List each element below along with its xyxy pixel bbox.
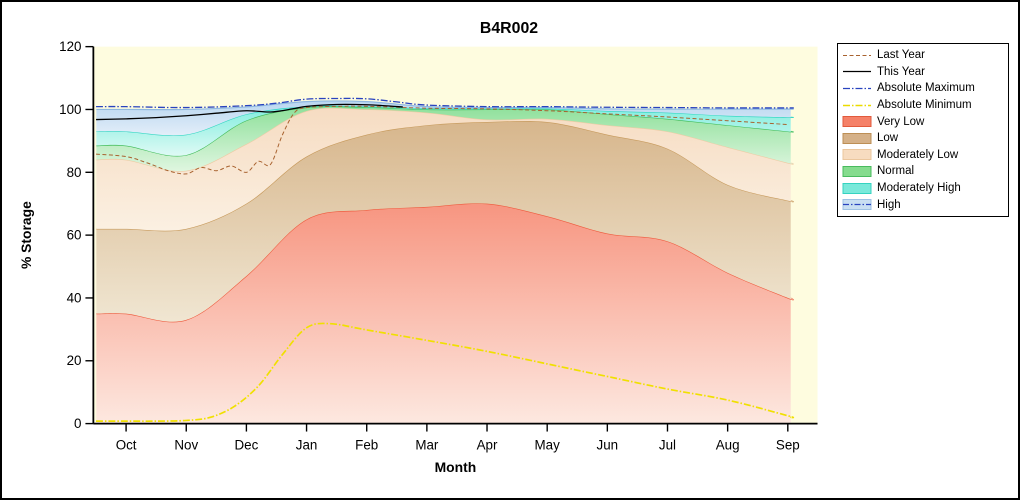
legend-label: Absolute Minimum [877, 99, 972, 112]
legend-item-absolute-minimum: Absolute Minimum [842, 97, 1004, 114]
legend-label: Moderately High [877, 182, 961, 195]
legend-label: Moderately Low [877, 148, 959, 161]
legend-swatch [842, 116, 872, 128]
x-tick-label: Nov [174, 437, 198, 452]
legend-item-last-year: Last Year [842, 47, 1004, 64]
legend-item-absolute-maximum: Absolute Maximum [842, 80, 1004, 97]
y-axis-label: % Storage [18, 201, 34, 269]
x-axis-label: Month [435, 459, 477, 475]
line-absolute-minimum [96, 322, 795, 423]
legend-item-very-low: Very Low [842, 113, 1004, 130]
legend-label: Last Year [877, 49, 925, 62]
legend-item-moderately-low: Moderately Low [842, 147, 1004, 164]
band-moderately-high [96, 105, 794, 156]
y-tick-label: 20 [67, 353, 82, 368]
y-tick-label: 40 [67, 290, 82, 305]
x-tick-label: Jul [659, 437, 676, 452]
legend-item-moderately-high: Moderately High [842, 180, 1004, 197]
legend-swatch [842, 199, 872, 211]
x-tick-label: Aug [716, 437, 740, 452]
legend-swatch [843, 87, 871, 90]
x-tick-label: Mar [415, 437, 439, 452]
band-moderately-low [96, 107, 794, 231]
legend-label: Normal [877, 165, 915, 178]
line-this-year [96, 103, 403, 121]
y-tick-label: 0 [74, 416, 81, 431]
x-tick-label: Jun [597, 437, 619, 452]
legend-swatch [843, 104, 871, 106]
x-tick-label: Feb [355, 437, 378, 452]
x-tick-label: Sep [776, 437, 800, 452]
band-normal [96, 106, 794, 172]
legend-swatch [842, 165, 872, 177]
band-low [96, 120, 794, 322]
line-last-year [95, 105, 788, 175]
x-tick-label: Dec [235, 437, 259, 452]
legend-label: Low [877, 132, 899, 145]
band-edge-high [96, 100, 794, 111]
legend-item-high: High [842, 196, 1004, 213]
legend-swatch [843, 54, 871, 56]
legend-swatch [842, 182, 872, 194]
legend-item-low: Low [842, 130, 1004, 147]
legend-label: High [877, 198, 901, 211]
x-tick-label: Jan [296, 437, 318, 452]
line-absolute-maximum [96, 97, 794, 109]
y-tick-label: 60 [67, 228, 82, 243]
band-very-low [96, 203, 794, 424]
x-tick-label: May [535, 437, 561, 452]
legend-label: Absolute Maximum [877, 82, 975, 95]
plot-area: 0 20 40 60 80 100 120 Oct Nov Dec Jan Feb Mar Apr May J… [59, 39, 818, 452]
y-tick-label: 100 [59, 102, 81, 117]
legend-swatch [843, 71, 871, 73]
y-tick-label: 80 [67, 165, 82, 180]
legend-swatch [842, 149, 872, 161]
y-tick-label: 120 [59, 39, 81, 54]
x-tick-label: Apr [477, 437, 498, 452]
legend-label: This Year [877, 65, 925, 78]
legend-item-normal: Normal [842, 163, 1004, 180]
band-high [96, 100, 794, 136]
x-tick-label: Oct [116, 437, 137, 452]
legend: Last Year This Year Absolute Maximum Absolu… [837, 43, 1009, 217]
chart-title: B4R002 [480, 20, 538, 37]
legend-label: Very Low [877, 115, 925, 128]
legend-item-this-year: This Year [842, 64, 1004, 81]
legend-swatch [842, 132, 872, 144]
